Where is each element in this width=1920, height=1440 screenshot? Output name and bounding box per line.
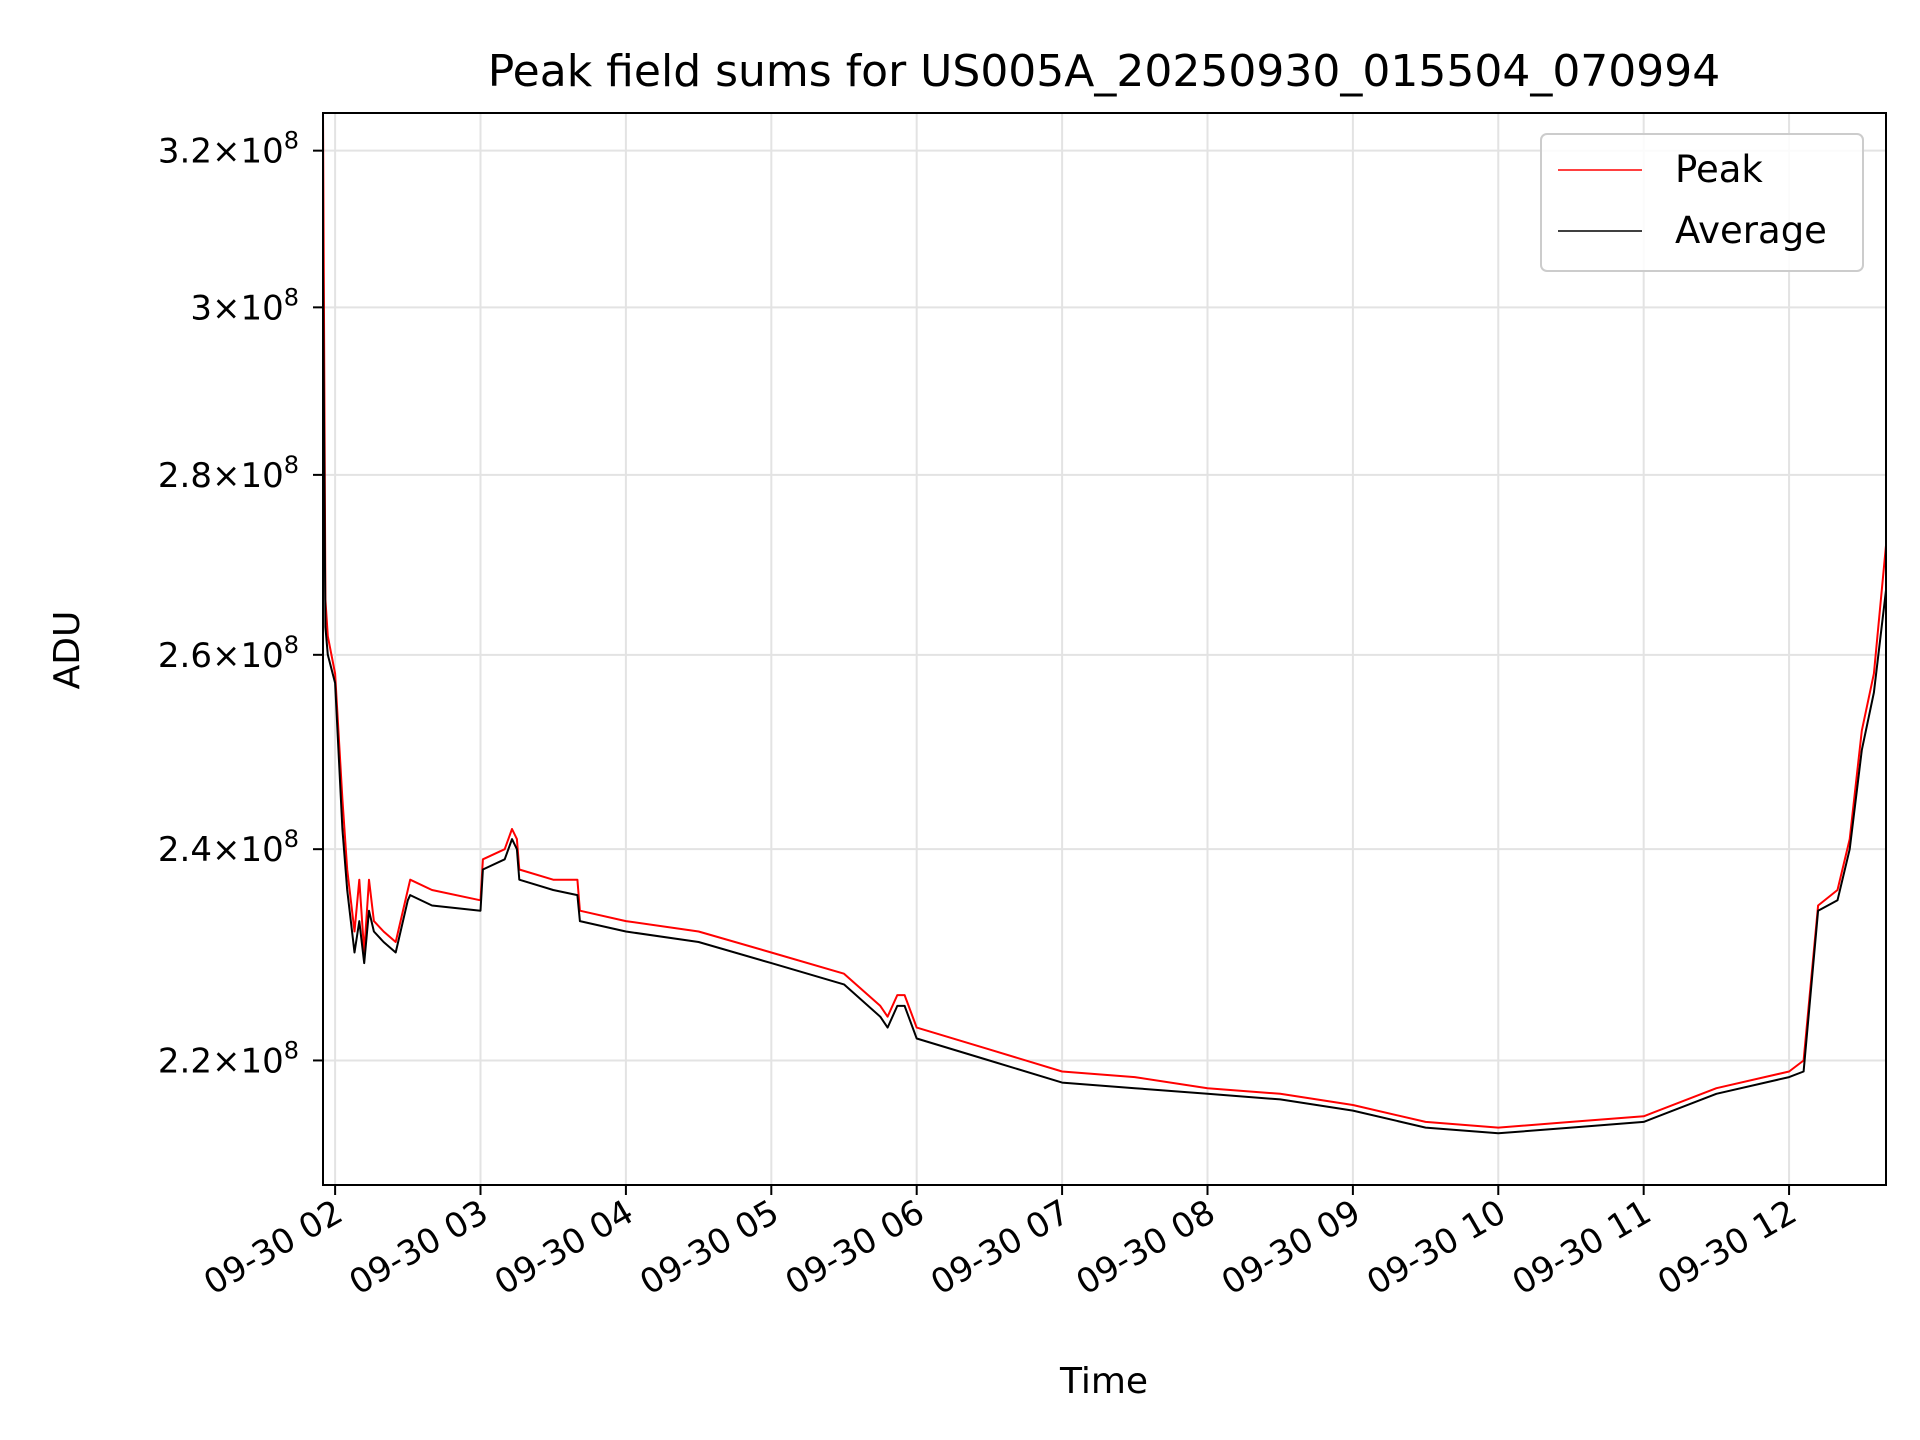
legend-label-peak: Peak — [1675, 148, 1763, 191]
grid — [323, 113, 1886, 1185]
legend-box — [1540, 133, 1864, 272]
y-axis: 2.2×108 2.4×108 2.6×108 2.8×108 3×108 3.2×108 — [158, 127, 323, 1081]
y-tick-label: 2.2×108 — [158, 1036, 299, 1081]
y-tick-label: 3.2×108 — [158, 127, 299, 172]
series-line-peak — [323, 113, 1886, 1129]
y-axis-title: ADU — [47, 611, 88, 690]
y-tick-label: 3×108 — [190, 283, 299, 328]
y-tick-label: 2.8×108 — [158, 451, 299, 496]
y-tick-label: 2.6×108 — [158, 631, 299, 676]
series-line-average — [323, 267, 1886, 1135]
legend: Peak Average — [1540, 133, 1864, 272]
legend-label-average: Average — [1675, 209, 1827, 252]
y-tick-label: 2.4×108 — [158, 825, 299, 870]
x-axis-title: Time — [1059, 1361, 1148, 1402]
series-layer — [323, 113, 1886, 1135]
chart-title: Peak field sums for US005A_20250930_0155… — [488, 46, 1721, 97]
plot-frame — [322, 112, 1887, 1186]
